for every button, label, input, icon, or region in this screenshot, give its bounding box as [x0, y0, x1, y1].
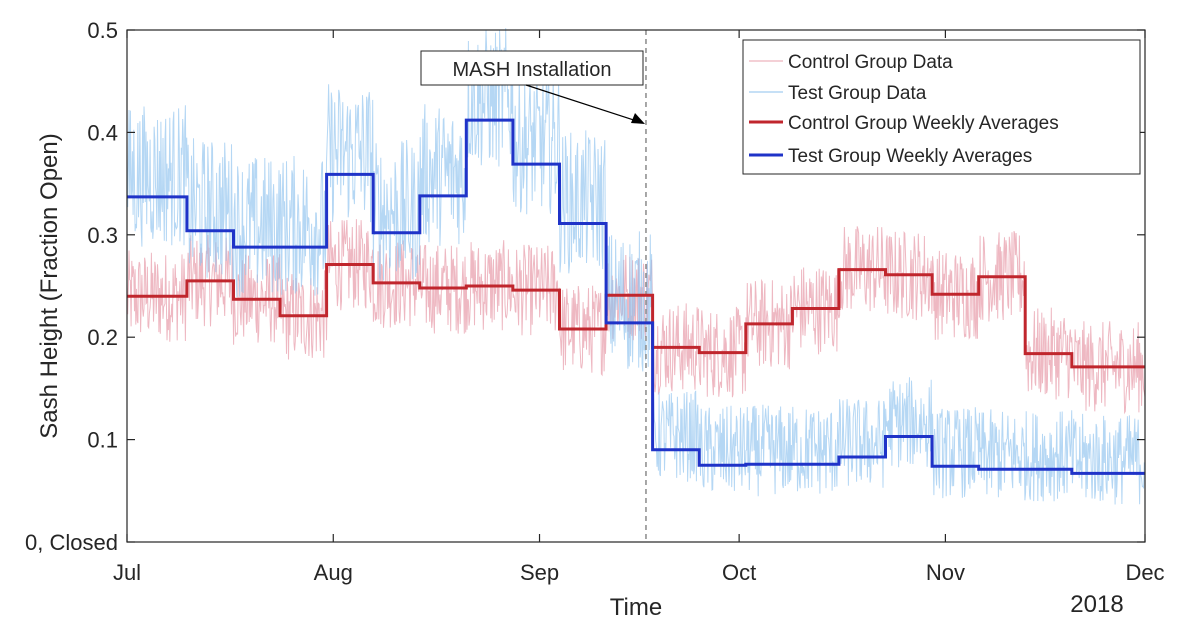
- annotation-text: MASH Installation: [453, 59, 612, 81]
- x-tick-label: Dec: [1125, 560, 1164, 585]
- x-tick-label: Nov: [926, 560, 965, 585]
- y-tick-label: 0.3: [87, 223, 118, 248]
- y-axis-label: Sash Height (Fraction Open): [36, 133, 63, 438]
- x-axis-ticks: Jul Aug Sep Oct Nov Dec: [113, 30, 1165, 585]
- year-label: 2018: [1070, 591, 1123, 618]
- y-tick-label: 0.5: [87, 18, 118, 43]
- plot-frame: [126, 29, 1146, 543]
- x-tick-label: Aug: [314, 560, 353, 585]
- legend: Control Group Data Test Group Data Contr…: [742, 39, 1141, 175]
- y-axis-ticks: 0, Closed 0.1 0.2 0.3 0.4 0.5: [25, 18, 1145, 555]
- legend-box: [742, 39, 1141, 175]
- annotation-arrow-shaft: [525, 84, 641, 123]
- annotation-arrow-head: [631, 113, 645, 124]
- x-tick-label: Oct: [722, 560, 756, 585]
- y-tick-label: 0.1: [87, 428, 118, 453]
- x-tick-label: Sep: [520, 560, 559, 585]
- y-tick-label: 0, Closed: [25, 530, 118, 555]
- y-tick-label: 0.2: [87, 325, 118, 350]
- y-tick-label: 0.4: [87, 120, 118, 145]
- legend-label-test-data: Test Group Data: [788, 83, 927, 104]
- control-weekly-average-line: [127, 263, 1145, 369]
- x-tick-label: Jul: [113, 560, 141, 585]
- x-axis-label: Time: [610, 594, 662, 621]
- legend-label-test-avg: Test Group Weekly Averages: [788, 146, 1032, 167]
- annotation: MASH Installation: [420, 50, 645, 124]
- legend-label-control-data: Control Group Data: [788, 52, 953, 73]
- test-weekly-average-line: [127, 118, 1145, 475]
- annotation-box: [420, 50, 644, 86]
- test-raw-data-line: [126, 28, 1146, 505]
- legend-label-control-avg: Control Group Weekly Averages: [788, 113, 1059, 134]
- test-raw-data: [126, 28, 1146, 505]
